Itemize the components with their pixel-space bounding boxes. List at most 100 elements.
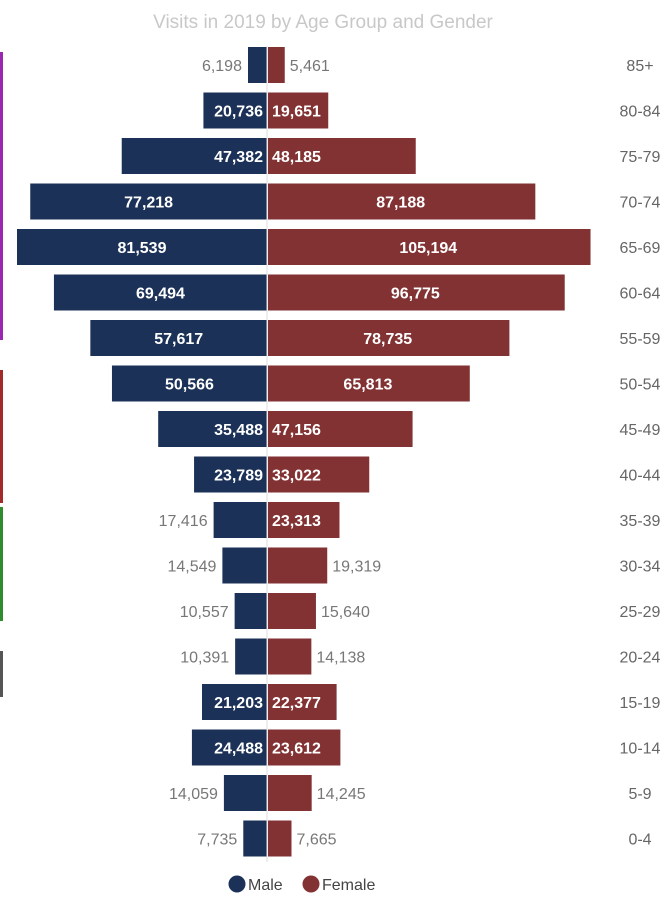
- male-value-label: 20,736: [214, 104, 263, 121]
- category-label: 70-74: [620, 195, 661, 212]
- female-bar[interactable]: [268, 365, 470, 402]
- chart-title: Visits in 2019 by Age Group and Gender: [153, 12, 493, 33]
- side-marker: [0, 370, 3, 503]
- female-value-label: 78,735: [363, 331, 412, 348]
- female-bar[interactable]: [268, 320, 510, 356]
- male-bar[interactable]: [191, 729, 267, 766]
- category-label: 85+: [626, 58, 653, 75]
- male-value-label: 7,735: [197, 832, 237, 849]
- female-value-label: 96,775: [391, 286, 440, 303]
- female-bar[interactable]: [268, 820, 292, 857]
- female-bar[interactable]: [268, 183, 536, 220]
- category-label: 5-9: [628, 786, 651, 803]
- category-label: 80-84: [620, 104, 661, 121]
- category-label: 30-34: [620, 559, 661, 576]
- female-bar[interactable]: [268, 92, 329, 129]
- category-label: 35-39: [620, 513, 661, 530]
- female-value-label: 87,188: [376, 195, 425, 212]
- male-bar[interactable]: [222, 547, 267, 584]
- female-value-label: 33,022: [272, 468, 321, 485]
- male-value-label: 10,391: [180, 650, 229, 667]
- female-bar[interactable]: [268, 456, 370, 493]
- female-value-label: 48,185: [272, 149, 321, 166]
- male-legend-marker[interactable]: [228, 875, 246, 893]
- male-bar[interactable]: [121, 138, 268, 174]
- female-bars: [268, 47, 591, 857]
- category-label: 25-29: [620, 604, 661, 621]
- male-bar[interactable]: [158, 411, 267, 447]
- side-markers: [0, 52, 3, 697]
- female-bar[interactable]: [268, 138, 416, 174]
- male-bar[interactable]: [30, 183, 268, 220]
- male-bar[interactable]: [223, 775, 267, 811]
- female-value-label: 5,461: [290, 58, 330, 75]
- female-bar[interactable]: [268, 47, 285, 83]
- male-value-label: 23,789: [214, 468, 263, 485]
- male-value-label: 57,617: [154, 331, 203, 348]
- female-value-label: 15,640: [321, 604, 370, 621]
- female-value-label: 14,138: [316, 650, 365, 667]
- male-bar[interactable]: [194, 456, 267, 493]
- male-bar[interactable]: [53, 274, 268, 311]
- male-value-label: 69,494: [136, 286, 185, 303]
- category-label: 50-54: [620, 377, 661, 394]
- category-label: 45-49: [620, 422, 661, 439]
- male-bar[interactable]: [111, 365, 267, 402]
- female-bar[interactable]: [268, 593, 316, 629]
- male-value-label: 47,382: [214, 149, 263, 166]
- male-value-label: 50,566: [165, 377, 214, 394]
- category-label: 75-79: [620, 149, 661, 166]
- male-bar[interactable]: [213, 502, 267, 538]
- category-labels: 85+ 80-84 75-79 70-74 65-69 60-64 55-59 50-54 45…: [620, 58, 661, 849]
- male-bar[interactable]: [243, 820, 267, 857]
- legend[interactable]: Male Female: [228, 875, 376, 895]
- female-bar[interactable]: [268, 775, 312, 811]
- male-value-label: 35,488: [214, 422, 263, 439]
- female-value-label: 47,156: [272, 422, 321, 439]
- category-label: 10-14: [620, 741, 661, 758]
- female-bar[interactable]: [268, 502, 340, 538]
- category-label: 55-59: [620, 331, 661, 348]
- male-value-label: 14,549: [167, 559, 216, 576]
- female-bar[interactable]: [268, 638, 312, 675]
- male-bar[interactable]: [234, 593, 267, 629]
- male-bar[interactable]: [203, 92, 267, 129]
- male-bar[interactable]: [247, 47, 267, 83]
- category-label: 0-4: [628, 832, 651, 849]
- female-value-label: 23,612: [272, 741, 321, 758]
- female-bar[interactable]: [268, 547, 328, 584]
- male-value-label: 81,539: [118, 240, 167, 257]
- female-value-label: 19,319: [332, 559, 381, 576]
- male-bar[interactable]: [90, 320, 267, 356]
- female-value-label: 14,245: [317, 786, 366, 803]
- male-value-label: 77,218: [124, 195, 173, 212]
- male-legend-label[interactable]: Male: [248, 877, 283, 894]
- female-bar[interactable]: [268, 274, 565, 311]
- female-bar[interactable]: [268, 411, 413, 447]
- female-value-label: 65,813: [343, 377, 392, 394]
- male-value-label: 17,416: [159, 513, 208, 530]
- category-label: 40-44: [620, 468, 661, 485]
- side-marker: [0, 507, 3, 621]
- male-value-label: 10,557: [180, 604, 229, 621]
- female-legend-marker[interactable]: [302, 875, 320, 893]
- side-marker: [0, 52, 3, 340]
- category-label: 65-69: [620, 240, 661, 257]
- female-bar[interactable]: [268, 229, 591, 265]
- male-bar[interactable]: [235, 638, 267, 675]
- data-labels: 6,198 5,461 20,736 19,651 47,382 48,185 77,218…: [118, 58, 458, 849]
- female-bar[interactable]: [268, 684, 337, 720]
- female-value-label: 23,313: [272, 513, 321, 530]
- side-marker: [0, 651, 3, 697]
- female-legend-label[interactable]: Female: [322, 877, 375, 894]
- female-value-label: 105,194: [399, 240, 457, 257]
- female-bar[interactable]: [268, 729, 341, 766]
- male-bars: [17, 47, 268, 857]
- category-label: 15-19: [620, 695, 661, 712]
- male-bar[interactable]: [201, 684, 267, 720]
- female-value-label: 7,665: [297, 832, 337, 849]
- male-value-label: 24,488: [214, 741, 263, 758]
- male-bar[interactable]: [17, 229, 267, 265]
